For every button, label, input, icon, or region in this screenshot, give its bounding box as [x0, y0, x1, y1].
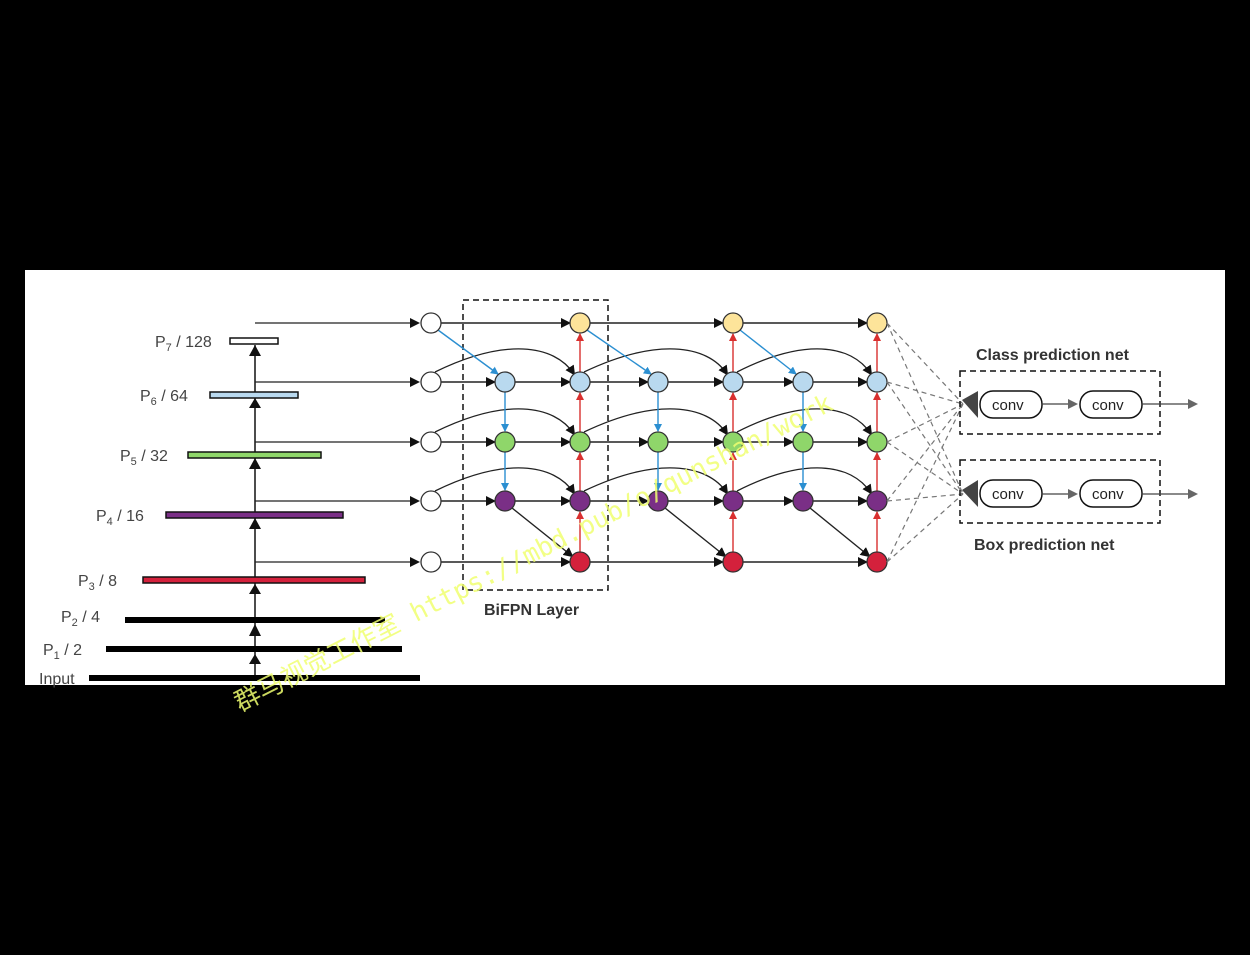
- edge-down-l0-0: [437, 329, 499, 375]
- fan-line-h1-p5: [886, 441, 964, 495]
- node-td-l1-p6: [647, 371, 669, 393]
- edge-skip-l2-r3: [736, 467, 873, 495]
- bifpn-layer-label: BiFPN Layer: [484, 602, 579, 619]
- bar-p3: [142, 576, 366, 584]
- edge-skip-l2-r1: [736, 348, 873, 376]
- box-net-title: Box prediction net: [974, 537, 1115, 554]
- label-p7: P7 / 128: [155, 334, 212, 354]
- node-input-p4: [420, 490, 442, 512]
- edge-diag-l0: [511, 507, 574, 558]
- bifpn-edges: [434, 318, 881, 567]
- node-bu-l2-p5: [866, 431, 888, 453]
- node-bu-l0-p4: [569, 490, 591, 512]
- edge-skip-l0-r2: [434, 408, 576, 436]
- label-p3: P3 / 8: [78, 573, 117, 593]
- fan-line-h1-p3: [886, 493, 964, 563]
- node-td-l0-p6: [494, 371, 516, 393]
- label-p6: P6 / 64: [140, 388, 188, 408]
- bifpn-layer-box: [462, 299, 609, 591]
- fan-line-h0-p3: [886, 403, 964, 563]
- box-net-funnel: [962, 480, 978, 507]
- node-input-p5: [420, 431, 442, 453]
- edge-skip-l0-r1: [434, 348, 576, 376]
- label-p2: P2 / 4: [61, 609, 100, 629]
- label-p1: P1 / 2: [43, 642, 82, 662]
- edge-diag-l1: [664, 507, 727, 558]
- label-p4: P4 / 16: [96, 508, 144, 528]
- node-bu-l0-p3: [569, 551, 591, 573]
- node-bu-l1-p3: [722, 551, 744, 573]
- bar-p2: [125, 617, 385, 623]
- node-input-p7: [420, 312, 442, 334]
- watermark: 群马视觉工作室 https://mbd.pub/o/qunshan/work: [230, 388, 838, 718]
- fan-line-h1-p4: [886, 493, 964, 502]
- class-net-funnel: [962, 391, 978, 418]
- label-p5: P5 / 32: [120, 448, 168, 468]
- node-bu-l1-p7: [722, 312, 744, 334]
- edge-down-l1-0: [586, 329, 652, 375]
- node-bu-l2-p3: [866, 551, 888, 573]
- diagram-panel: [25, 270, 1225, 685]
- node-bu-l0-p7: [569, 312, 591, 334]
- class-net-title: Class prediction net: [976, 347, 1130, 364]
- node-td-l0-p4: [494, 490, 516, 512]
- bar-input: [89, 675, 420, 681]
- edge-down-l2-0: [739, 329, 797, 375]
- class-conv-2-label: conv: [1092, 397, 1124, 414]
- lateral-connectors: [255, 318, 420, 567]
- node-bu-l1-p5: [722, 431, 744, 453]
- edge-skip-l1-r3: [583, 467, 729, 495]
- edge-skip-l0-r3: [434, 467, 576, 495]
- edge-skip-l1-r2: [583, 408, 729, 436]
- bar-p5: [187, 451, 322, 459]
- edge-diag-l2: [809, 507, 871, 558]
- label-input: Input: [39, 671, 75, 688]
- node-td-l2-p6: [792, 371, 814, 393]
- box-conv-2-label: conv: [1092, 486, 1124, 503]
- node-bu-l1-p6: [722, 371, 744, 393]
- node-td-l1-p5: [647, 431, 669, 453]
- fan-line-h0-p6: [886, 381, 964, 405]
- box-conv-1-label: conv: [992, 486, 1024, 503]
- bifpn-nodes: [420, 312, 888, 573]
- bar-p1: [106, 646, 402, 652]
- node-bu-l2-p6: [866, 371, 888, 393]
- node-input-p3: [420, 551, 442, 573]
- node-bu-l2-p7: [866, 312, 888, 334]
- fan-line-h1-p6: [886, 381, 964, 495]
- node-bu-l2-p4: [866, 490, 888, 512]
- prediction-heads: Class prediction net conv conv Box predi…: [886, 322, 1198, 563]
- node-bu-l0-p5: [569, 431, 591, 453]
- fan-line-h0-p7: [886, 322, 964, 405]
- class-conv-1-label: conv: [992, 397, 1024, 414]
- node-bu-l0-p6: [569, 371, 591, 393]
- class-net-box: [959, 370, 1161, 435]
- node-td-l1-p4: [647, 490, 669, 512]
- bar-p4: [165, 511, 344, 519]
- bar-p6: [209, 391, 299, 399]
- edge-skip-l2-r2: [736, 408, 873, 436]
- node-bu-l1-p4: [722, 490, 744, 512]
- node-td-l0-p5: [494, 431, 516, 453]
- bar-p7: [229, 337, 279, 345]
- box-net-box: [959, 459, 1161, 524]
- backbone: P7 / 128 P6 / 64 P5 / 32 P4 / 16 P3 / 8 …: [39, 334, 420, 688]
- edge-skip-l1-r1: [583, 348, 729, 376]
- fan-line-h0-p4: [886, 403, 964, 502]
- node-td-l2-p5: [792, 431, 814, 453]
- fan-line-h1-p7: [886, 322, 964, 495]
- node-td-l2-p4: [792, 490, 814, 512]
- node-input-p6: [420, 371, 442, 393]
